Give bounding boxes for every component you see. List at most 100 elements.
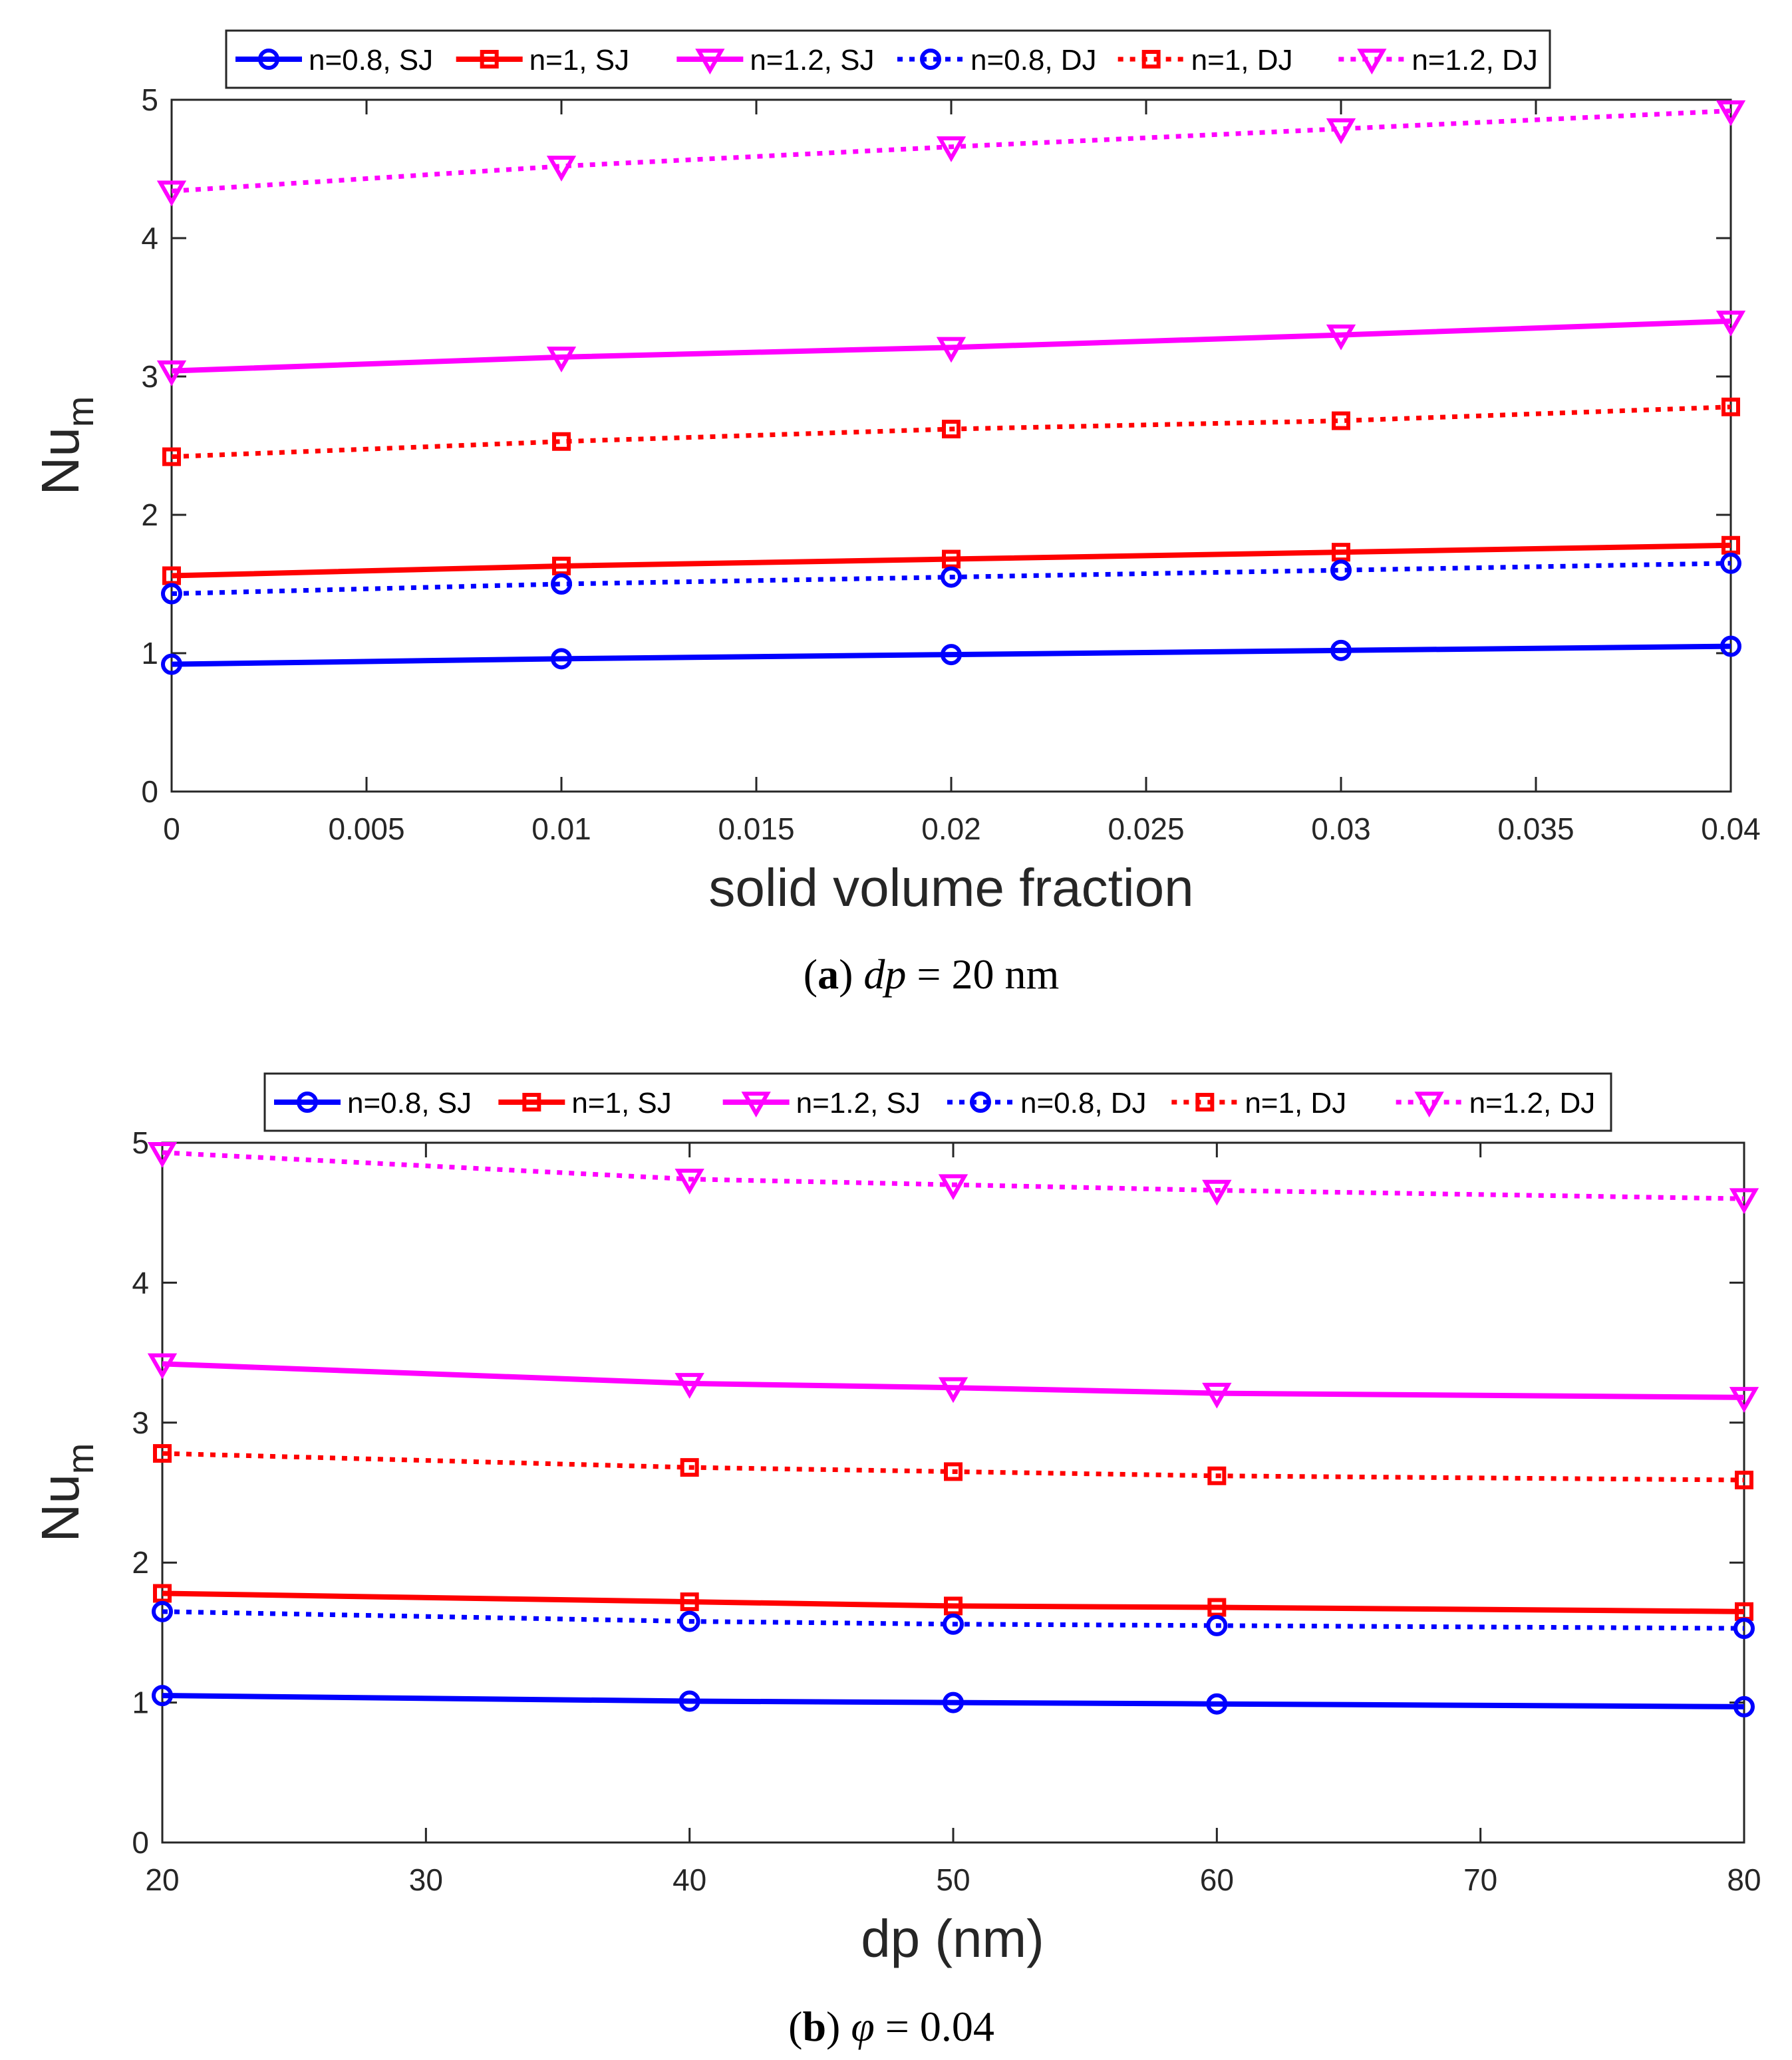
- data-point: [938, 1174, 969, 1201]
- x-axis-label: solid volume fraction: [708, 858, 1193, 917]
- y-axis-label-main: Nu: [31, 427, 90, 495]
- legend-marker: [480, 50, 499, 69]
- legend-label: n=1.2, DJ: [1469, 1087, 1596, 1119]
- series-line: [162, 1150, 1745, 1201]
- data-point: [936, 337, 967, 363]
- data-point: [1330, 559, 1352, 581]
- x-tick-label: 30: [409, 1862, 443, 1897]
- legend-marker: [741, 1092, 771, 1118]
- data-point: [546, 347, 577, 372]
- data-point: [551, 648, 572, 670]
- series-magenta-solid: [156, 311, 1746, 386]
- data-point: [1207, 1598, 1227, 1617]
- series-magenta-dotted: [156, 100, 1746, 207]
- legend-marker: [297, 1092, 318, 1113]
- legend-item: n=1, SJ: [456, 44, 629, 76]
- data-point: [162, 566, 181, 585]
- caption-a-variable: dp: [863, 951, 906, 998]
- plot-area: [161, 1141, 1745, 1844]
- y-tick-label: 4: [141, 221, 158, 255]
- x-tick-label: 0.035: [1497, 811, 1574, 846]
- data-point: [1332, 543, 1350, 562]
- series-line: [162, 1693, 1745, 1709]
- tick-group: 20 30 40 50 60 70 80 0 1 2 3 4 5: [132, 1125, 1761, 1897]
- legend-label: n=1, DJ: [1191, 44, 1293, 76]
- y-axis-label-main: Nu: [31, 1474, 90, 1542]
- data-point: [944, 1596, 963, 1616]
- y-tick-label: 3: [141, 359, 158, 394]
- y-tick-label: 0: [132, 1825, 149, 1860]
- data-point: [944, 1462, 963, 1481]
- x-tick-label: 0.005: [328, 811, 404, 846]
- x-tick-label: 0.03: [1311, 811, 1371, 846]
- legend-item: n=0.8, DJ: [947, 1087, 1147, 1119]
- y-tick-label: 1: [132, 1686, 149, 1720]
- chart-panel-b: 20 30 40 50 60 70 80 0 1 2 3 4 5 dp (nm) Num n=0.8, …: [31, 1072, 1761, 1968]
- y-tick-label: 0: [141, 774, 158, 809]
- legend-marker: [1414, 1092, 1444, 1118]
- data-point: [680, 1458, 699, 1477]
- legend-marker: [522, 1093, 541, 1111]
- data-point: [1332, 411, 1350, 430]
- caption-a-rest: = 20 nm: [906, 951, 1059, 998]
- series-red-dotted: [153, 1444, 1753, 1490]
- y-axis-label-sub: m: [59, 1443, 101, 1475]
- x-tick-label: 60: [1200, 1862, 1234, 1897]
- caption-a: (a) dp = 20 nm: [804, 951, 1060, 998]
- data-point: [943, 1692, 964, 1713]
- data-point: [1721, 397, 1740, 416]
- legend-marker: [1141, 50, 1161, 69]
- legend-label: n=0.8, SJ: [347, 1087, 472, 1119]
- data-point: [161, 653, 182, 675]
- data-point: [162, 447, 181, 466]
- data-point: [1326, 324, 1356, 351]
- data-point: [678, 1610, 700, 1632]
- data-point: [1330, 639, 1352, 661]
- data-point: [156, 180, 187, 207]
- series-blue-dotted: [161, 552, 1741, 605]
- legend-item: n=0.8, SJ: [274, 1087, 472, 1119]
- legend-item: n=0.8, SJ: [235, 44, 433, 76]
- x-tick-label: 0.015: [718, 811, 794, 846]
- data-point: [1202, 1179, 1232, 1206]
- data-point: [674, 1168, 704, 1195]
- data-point: [552, 432, 571, 451]
- x-tick-label: 0.025: [1108, 811, 1184, 846]
- series-line: [171, 318, 1731, 374]
- y-axis-label: Num: [31, 396, 101, 496]
- x-tick-label: 0: [163, 811, 180, 846]
- legend-label: n=0.8, DJ: [1020, 1087, 1147, 1119]
- tick-group: 0 0.005 0.01 0.015 0.02 0.025 0.03 0.035 0.04 0 1 2…: [141, 82, 1760, 846]
- data-point: [1733, 1618, 1755, 1640]
- x-tick-label: 50: [936, 1862, 970, 1897]
- series-line: [171, 404, 1731, 460]
- legend-item: n=1.2, DJ: [1396, 1087, 1596, 1119]
- data-point: [552, 556, 571, 575]
- series-line: [171, 542, 1731, 579]
- data-point: [1716, 100, 1746, 126]
- data-point: [153, 1584, 172, 1603]
- caption-b-rest: = 0.04: [875, 2003, 994, 2050]
- data-point: [942, 420, 961, 439]
- y-tick-label: 1: [141, 636, 158, 670]
- series-line: [162, 1590, 1745, 1614]
- legend: n=0.8, SJ n=1, SJ n=1.2, SJ n=0.8, DJ n=1, D…: [225, 29, 1551, 89]
- data-point: [936, 136, 967, 162]
- caption-a-letter: a: [818, 951, 839, 998]
- legend-item: n=1.2, DJ: [1338, 44, 1538, 76]
- data-point: [147, 1353, 178, 1380]
- series-group: [147, 1141, 1759, 1717]
- data-point: [152, 1685, 173, 1707]
- data-point: [147, 1141, 178, 1168]
- x-tick-label: 0.01: [531, 811, 591, 846]
- legend-item: n=1, DJ: [1118, 44, 1293, 76]
- chart-panel-a: 0 0.005 0.01 0.015 0.02 0.025 0.03 0.035 0.04 0 1 2…: [31, 29, 1761, 917]
- data-point: [943, 1613, 964, 1635]
- data-point: [674, 1373, 704, 1399]
- series-blue-solid: [161, 635, 1741, 675]
- caption-b-space: [840, 2003, 851, 2050]
- legend-item: n=0.8, DJ: [897, 44, 1097, 76]
- x-tick-label: 0.02: [921, 811, 981, 846]
- series-group: [156, 100, 1746, 675]
- caption-a-open: (: [804, 951, 818, 998]
